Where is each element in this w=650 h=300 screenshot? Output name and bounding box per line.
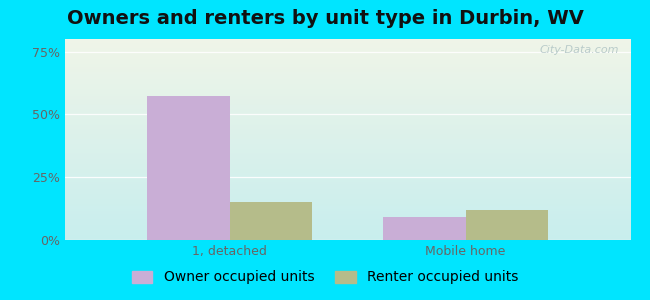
Bar: [383, 218, 465, 240]
Legend: Owner occupied units, Renter occupied units: Owner occupied units, Renter occupied un…: [126, 265, 524, 290]
Text: Owners and renters by unit type in Durbin, WV: Owners and renters by unit type in Durbi…: [66, 9, 584, 28]
Bar: [230, 202, 313, 240]
Bar: [148, 95, 230, 240]
Text: City-Data.com: City-Data.com: [540, 45, 619, 55]
Bar: [465, 210, 548, 240]
